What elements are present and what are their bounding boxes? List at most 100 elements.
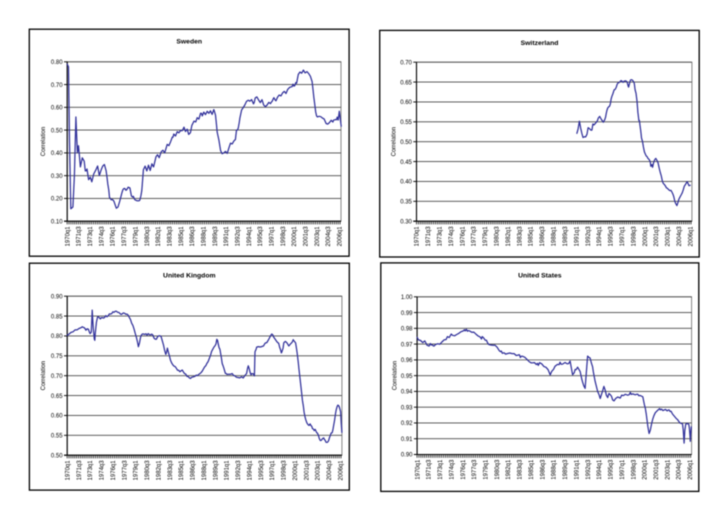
svg-text:0.50: 0.50 (51, 453, 63, 459)
svg-text:1982q1: 1982q1 (156, 460, 162, 481)
svg-text:1992q3: 1992q3 (586, 459, 592, 480)
svg-text:0.93: 0.93 (401, 405, 413, 411)
svg-text:1977q3: 1977q3 (122, 226, 128, 247)
svg-text:0.70: 0.70 (400, 60, 412, 66)
svg-text:Correlation: Correlation (393, 361, 399, 390)
svg-text:1994q1: 1994q1 (597, 459, 603, 480)
svg-text:2006q1: 2006q1 (688, 226, 694, 247)
svg-text:1979q1: 1979q1 (133, 226, 139, 247)
svg-text:0.45: 0.45 (400, 160, 412, 166)
svg-text:0.50: 0.50 (51, 128, 63, 134)
svg-text:1998q3: 1998q3 (631, 459, 637, 480)
svg-text:1986q3: 1986q3 (540, 226, 546, 247)
svg-text:2000q1: 2000q1 (643, 459, 649, 480)
svg-text:1989q3: 1989q3 (213, 226, 219, 247)
svg-text:1988q1: 1988q1 (552, 459, 558, 480)
svg-text:1.00: 1.00 (401, 295, 413, 301)
svg-text:1998q3: 1998q3 (631, 226, 637, 247)
svg-text:0.80: 0.80 (51, 334, 63, 340)
svg-text:1995q3: 1995q3 (609, 459, 615, 480)
svg-text:1979q1: 1979q1 (484, 459, 490, 480)
svg-text:2000q1: 2000q1 (292, 226, 298, 247)
svg-text:1974q3: 1974q3 (100, 460, 106, 481)
svg-text:1979q1: 1979q1 (134, 460, 140, 481)
svg-text:1970q1: 1970q1 (415, 459, 421, 480)
svg-text:0.20: 0.20 (51, 197, 63, 203)
svg-text:1971q3: 1971q3 (77, 460, 83, 481)
svg-text:Correlation: Correlation (392, 127, 398, 156)
svg-text:1995q3: 1995q3 (609, 226, 615, 247)
svg-text:0.70: 0.70 (51, 83, 63, 89)
svg-text:1986q3: 1986q3 (540, 459, 546, 480)
svg-text:0.99: 0.99 (401, 311, 413, 317)
svg-text:Correlation: Correlation (41, 127, 47, 156)
svg-text:1973q1: 1973q1 (438, 226, 444, 247)
svg-text:1973q1: 1973q1 (88, 460, 94, 481)
svg-text:0.90: 0.90 (51, 294, 63, 300)
svg-text:1998q3: 1998q3 (281, 226, 287, 247)
svg-text:2000q1: 2000q1 (293, 460, 299, 481)
svg-text:1988q1: 1988q1 (552, 226, 558, 247)
svg-text:1982q1: 1982q1 (506, 459, 512, 480)
svg-text:0.60: 0.60 (51, 106, 63, 112)
svg-text:1985q1: 1985q1 (179, 460, 185, 481)
svg-text:0.30: 0.30 (400, 219, 412, 225)
svg-text:1989q3: 1989q3 (563, 459, 569, 480)
svg-text:0.65: 0.65 (400, 80, 412, 86)
svg-text:1980q3: 1980q3 (495, 226, 501, 247)
svg-text:1998q3: 1998q3 (282, 460, 288, 481)
svg-text:1974q3: 1974q3 (449, 459, 455, 480)
svg-text:2006q1: 2006q1 (338, 460, 344, 481)
svg-text:2003q1: 2003q1 (315, 226, 321, 247)
svg-text:1983q3: 1983q3 (518, 459, 524, 480)
svg-text:1992q3: 1992q3 (236, 226, 242, 247)
svg-text:0.40: 0.40 (400, 180, 412, 186)
svg-text:0.94: 0.94 (401, 390, 413, 396)
svg-text:1976q1: 1976q1 (111, 226, 117, 247)
svg-text:2006q1: 2006q1 (338, 226, 344, 247)
svg-text:2001q3: 2001q3 (654, 226, 660, 247)
svg-text:1982q1: 1982q1 (506, 226, 512, 247)
svg-text:1980q3: 1980q3 (495, 459, 501, 480)
svg-text:0.40: 0.40 (51, 151, 63, 157)
svg-text:1997q1: 1997q1 (270, 460, 276, 481)
svg-text:1988q1: 1988q1 (202, 460, 208, 481)
svg-text:1970q1: 1970q1 (65, 226, 71, 247)
svg-text:1977q3: 1977q3 (122, 460, 128, 481)
svg-text:1995q3: 1995q3 (259, 460, 265, 481)
svg-text:United Kingdom: United Kingdom (163, 273, 215, 280)
svg-text:1974q3: 1974q3 (449, 226, 455, 247)
svg-text:1992q3: 1992q3 (236, 460, 242, 481)
svg-text:0.97: 0.97 (401, 342, 413, 348)
svg-text:1982q1: 1982q1 (156, 226, 162, 247)
svg-text:1973q1: 1973q1 (88, 226, 94, 247)
svg-text:1995q3: 1995q3 (258, 226, 264, 247)
svg-text:Sweden: Sweden (176, 39, 202, 46)
svg-text:2006q1: 2006q1 (688, 459, 694, 480)
svg-text:2003q1: 2003q1 (316, 460, 322, 481)
svg-text:1991q1: 1991q1 (224, 226, 230, 247)
svg-text:0.95: 0.95 (401, 374, 413, 380)
svg-text:1992q3: 1992q3 (586, 226, 592, 247)
svg-text:0.55: 0.55 (51, 434, 63, 440)
svg-text:1986q3: 1986q3 (191, 460, 197, 481)
svg-text:1971q3: 1971q3 (427, 459, 433, 480)
svg-text:1997q1: 1997q1 (620, 459, 626, 480)
svg-text:0.55: 0.55 (400, 120, 412, 126)
svg-text:0.85: 0.85 (51, 314, 63, 320)
svg-text:0.96: 0.96 (401, 358, 413, 364)
svg-text:1983q3: 1983q3 (167, 226, 173, 247)
svg-text:2003q1: 2003q1 (666, 226, 672, 247)
svg-text:2004q3: 2004q3 (327, 460, 333, 481)
svg-text:1970q1: 1970q1 (65, 460, 71, 481)
svg-text:1985q1: 1985q1 (529, 226, 535, 247)
svg-text:1994q1: 1994q1 (247, 226, 253, 247)
svg-text:0.98: 0.98 (401, 327, 413, 333)
svg-text:1991q1: 1991q1 (574, 226, 580, 247)
svg-text:2001q3: 2001q3 (304, 226, 310, 247)
svg-text:2004q3: 2004q3 (326, 226, 332, 247)
svg-text:0.35: 0.35 (400, 200, 412, 206)
svg-text:1991q1: 1991q1 (225, 460, 231, 481)
svg-text:2000q1: 2000q1 (643, 226, 649, 247)
svg-text:0.75: 0.75 (51, 354, 63, 360)
